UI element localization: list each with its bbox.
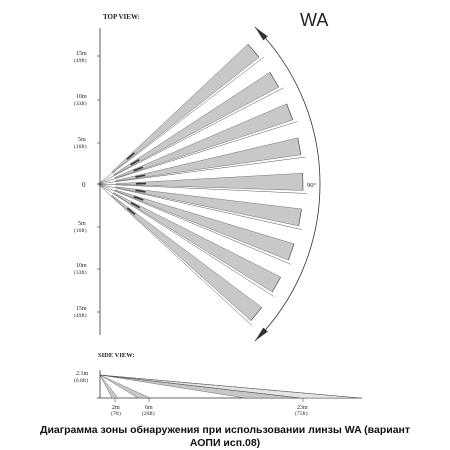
side-beam-line — [99, 374, 361, 399]
beam-edge-2 — [97, 87, 284, 185]
dist-label-lower-16ft: (16ft) — [74, 227, 87, 234]
beam-near-zone-3 — [133, 166, 144, 172]
dist-label-lower-49ft: (49ft) — [74, 312, 87, 319]
beam-near-zone-8 — [130, 202, 141, 209]
beam-near-zone-4 — [135, 174, 146, 178]
beam-edge-1 — [97, 56, 265, 185]
top-view-title: TOP VIEW: — [103, 13, 140, 21]
side-beam-line — [99, 374, 301, 399]
beam-edge-7 — [97, 183, 292, 265]
beam-end-4 — [297, 137, 302, 155]
beam-end-2 — [269, 72, 279, 88]
beam-end-3 — [286, 103, 294, 121]
beam-end-9 — [250, 307, 262, 321]
side-dist-7ft: (7ft) — [111, 410, 121, 417]
beam-end-8 — [271, 276, 281, 293]
side-dist-20ft: (20ft) — [142, 410, 155, 417]
dist-label-upper-16ft: (16ft) — [74, 143, 87, 150]
dist-label-upper-5m: 5m — [78, 137, 86, 143]
height-label-ft: (6.8ft) — [74, 377, 88, 384]
dist-label-upper-10m: 10m — [76, 94, 87, 100]
beam-near-zone-7 — [133, 195, 144, 201]
side-dist-23m: 23m — [297, 405, 308, 411]
dist-label-upper-15m: 15m — [76, 51, 87, 57]
figure-caption: Диаграмма зоны обнаружения при использов… — [0, 424, 450, 450]
origin-label: 0 — [82, 181, 86, 189]
beam-edge-4 — [97, 156, 306, 185]
angle-label: 90° — [307, 182, 317, 189]
dist-label-upper-33ft: (33ft) — [74, 100, 87, 107]
beam-near-zone-6 — [135, 189, 146, 193]
beam-near-zone-9 — [126, 207, 136, 216]
detection-beams — [97, 43, 307, 326]
arc-arrow-bottom — [254, 327, 268, 341]
beam-edge-5 — [97, 183, 307, 194]
side-dist-2m: 2m — [112, 405, 120, 411]
dist-label-lower-5m: 5m — [78, 221, 86, 227]
dist-label-upper-49ft: (49ft) — [74, 57, 87, 64]
side-beam-near — [99, 374, 119, 399]
beam-near-zone-2 — [130, 158, 140, 166]
caption-line-1: Диаграмма зоны обнаружения при использов… — [39, 424, 411, 436]
caption-line-2: АОПИ исп.08) — [189, 437, 261, 449]
height-label-m: 2.1m — [76, 371, 89, 377]
beam-edge-8 — [97, 183, 275, 297]
beam-edge-9 — [97, 183, 253, 326]
side-beam-mid — [99, 374, 151, 399]
dist-label-lower-15m: 15m — [76, 306, 87, 312]
beam-edge-6 — [97, 183, 303, 230]
lens-name: WA — [300, 10, 328, 30]
arc-arrow-top — [254, 27, 268, 41]
coverage-arc — [254, 26, 321, 342]
beam-edge-3 — [97, 121, 298, 185]
beam-end-7 — [288, 243, 295, 261]
side-view-title: SIDE VIEW: — [98, 352, 135, 359]
side-view: SIDE VIEW: 2.1m (6.8ft) 2m (7ft) 6m (20f… — [74, 352, 362, 417]
side-dist-6m: 6m — [145, 405, 153, 411]
beam-end-1 — [247, 43, 260, 58]
beam-near-zone-1 — [126, 152, 136, 160]
side-dist-75ft: (75ft) — [295, 410, 308, 417]
beam-end-6 — [298, 208, 302, 226]
top-view: TOP VIEW: WA 15m (49ft) 10m (33ft) 5m (1… — [74, 10, 328, 342]
dist-label-lower-10m: 10m — [76, 263, 87, 269]
dist-label-lower-33ft: (33ft) — [74, 269, 87, 276]
